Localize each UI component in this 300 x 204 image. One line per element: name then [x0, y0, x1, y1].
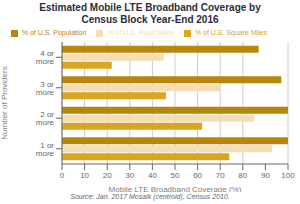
- svg-text:0: 0: [60, 171, 65, 180]
- html-text:Census Block Year-End 2016: Census Block Year-End 2016: [81, 14, 219, 25]
- svg-text:70: 70: [216, 171, 225, 180]
- svg-text:1 ormore: 1 ormore: [36, 141, 55, 158]
- svg-text:10: 10: [80, 171, 89, 180]
- svg-text:60: 60: [193, 171, 202, 180]
- html-text:% of U.S. Square Miles: % of U.S. Square Miles: [194, 29, 268, 36]
- svg-text:50: 50: [171, 171, 180, 180]
- svg-text:4 ormore: 4 ormore: [36, 49, 55, 66]
- svg-text:40: 40: [148, 171, 157, 180]
- svg-text:20: 20: [103, 171, 112, 180]
- html-text:Source: Jan. 2017 Mosaik (cent: Source: Jan. 2017 Mosaik (centroid), Cen…: [70, 193, 230, 200]
- svg-text:Mobile LTE Broadband Coverage: Mobile LTE Broadband Coverage (%): [109, 185, 242, 192]
- svg-text:Number of Providers: Number of Providers: [0, 66, 9, 139]
- svg-text:3 ormore: 3 ormore: [36, 80, 55, 97]
- svg-text:30: 30: [125, 171, 134, 180]
- svg-text:100: 100: [281, 171, 295, 180]
- html-text:% of U.S. Road Miles: % of U.S. Road Miles: [107, 29, 174, 36]
- html-text:% of U.S. Population: % of U.S. Population: [21, 29, 87, 36]
- svg-text:90: 90: [261, 171, 270, 180]
- html-text:Estimated Mobile LTE Broadband: Estimated Mobile LTE Broadband Coverage …: [39, 2, 261, 13]
- svg-text:2 ormore: 2 ormore: [36, 110, 55, 127]
- svg-text:80: 80: [238, 171, 247, 180]
